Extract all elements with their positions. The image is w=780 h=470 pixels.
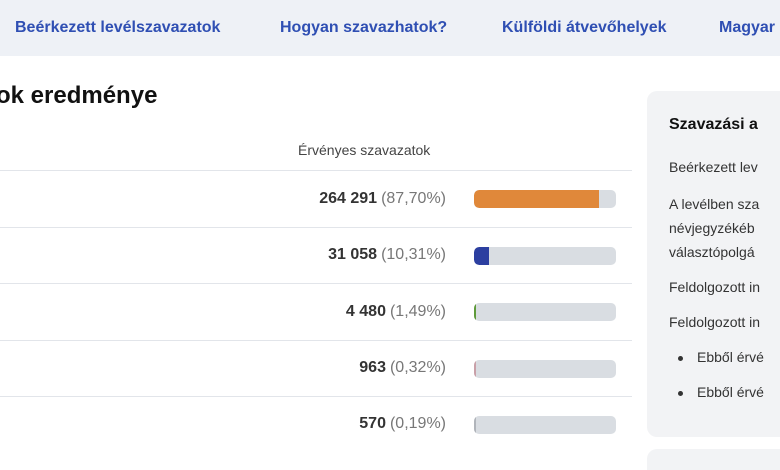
result-bar-fill bbox=[474, 190, 599, 208]
row-divider bbox=[0, 170, 632, 171]
vote-count: 264 291 bbox=[319, 190, 378, 207]
vote-percent: (0,32%) bbox=[389, 359, 446, 376]
result-bar-track bbox=[474, 190, 616, 208]
bullet-dot bbox=[678, 356, 683, 361]
vote-count: 963 bbox=[359, 359, 386, 376]
result-bar-fill bbox=[474, 360, 476, 378]
info-line: névjegyzékéb bbox=[669, 220, 755, 236]
result-bar-track bbox=[474, 416, 616, 434]
result-row-value: 570 (0,19%) bbox=[359, 415, 446, 433]
nav-link-hungary[interactable]: Magyar bbox=[719, 19, 776, 36]
page-title: ok eredménye bbox=[0, 82, 158, 109]
row-divider bbox=[0, 283, 632, 284]
vote-percent: (87,70%) bbox=[381, 190, 446, 207]
nav-link-foreign-pickup[interactable]: Külföldi átvevőhelyek bbox=[502, 19, 667, 36]
result-row-value: 963 (0,32%) bbox=[359, 359, 446, 377]
top-navigation: Beérkezett levélszavazatok Hogyan szavaz… bbox=[0, 0, 780, 56]
result-row-value: 4 480 (1,49%) bbox=[346, 303, 446, 321]
info-line: Feldolgozott in bbox=[669, 279, 761, 295]
nav-link-how-to-vote[interactable]: Hogyan szavazhatok? bbox=[280, 19, 448, 36]
result-bar-fill bbox=[474, 247, 489, 265]
vote-count: 31 058 bbox=[328, 246, 378, 263]
vote-count: 4 480 bbox=[345, 303, 386, 320]
nav-link-received-votes[interactable]: Beérkezett levélszavazatok bbox=[15, 19, 221, 36]
result-bar-fill bbox=[474, 303, 477, 321]
secondary-card bbox=[647, 449, 780, 470]
row-divider bbox=[0, 227, 632, 228]
result-row-value: 31 058 (10,31%) bbox=[328, 246, 446, 264]
result-bar-track bbox=[474, 247, 616, 265]
row-divider bbox=[0, 396, 632, 397]
result-bar-fill bbox=[474, 416, 476, 434]
vote-percent: (10,31%) bbox=[381, 246, 446, 263]
vote-percent: (0,19%) bbox=[389, 415, 446, 432]
info-line: Feldolgozott in bbox=[669, 314, 761, 330]
result-bar-track bbox=[474, 360, 616, 378]
voting-info-card: Szavazási a Beérkezett lev A levélben sz… bbox=[647, 91, 780, 437]
result-bar-track bbox=[474, 303, 616, 321]
result-row-value: 264 291 (87,70%) bbox=[319, 190, 446, 208]
info-bullet-line: Ebből érvé bbox=[697, 384, 764, 400]
valid-votes-column-header: Érvényes szavazatok bbox=[298, 142, 431, 158]
row-divider bbox=[0, 340, 632, 341]
info-bullet-line: Ebből érvé bbox=[697, 349, 764, 365]
info-line: A levélben sza bbox=[669, 196, 760, 212]
info-line: Beérkezett lev bbox=[669, 159, 758, 175]
voting-info-title: Szavazási a bbox=[669, 116, 758, 133]
vote-percent: (1,49%) bbox=[389, 303, 446, 320]
bullet-dot bbox=[678, 391, 683, 396]
vote-count: 570 bbox=[359, 415, 386, 432]
info-line: választópolgá bbox=[669, 244, 755, 260]
